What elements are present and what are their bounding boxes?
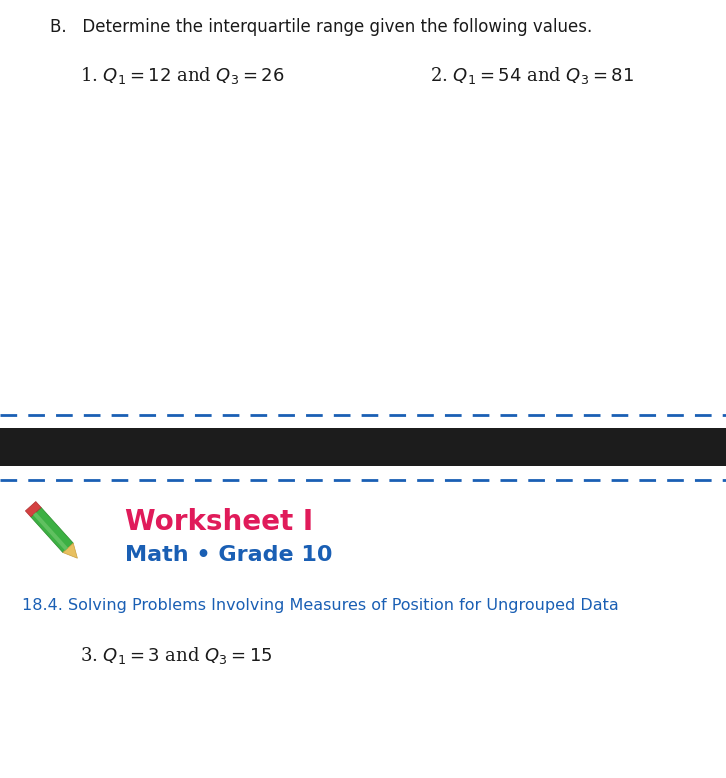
- Polygon shape: [33, 512, 68, 551]
- Text: Worksheet I: Worksheet I: [125, 508, 313, 536]
- Text: 2. $Q_1 = 54$ and $Q_3 = 81$: 2. $Q_1 = 54$ and $Q_3 = 81$: [430, 65, 634, 86]
- Bar: [0, 428, 726, 466]
- Polygon shape: [30, 507, 73, 552]
- Text: 18.4. Solving Problems Involving Measures of Position for Ungrouped Data: 18.4. Solving Problems Involving Measure…: [22, 598, 619, 613]
- Text: 3. $Q_1 = 3$ and $Q_3 = 15$: 3. $Q_1 = 3$ and $Q_3 = 15$: [80, 645, 272, 666]
- Text: B.   Determine the interquartile range given the following values.: B. Determine the interquartile range giv…: [50, 18, 592, 36]
- Polygon shape: [63, 543, 78, 559]
- Text: 1. $Q_1 = 12$ and $Q_3 = 26$: 1. $Q_1 = 12$ and $Q_3 = 26$: [80, 65, 285, 86]
- Text: Math • Grade 10: Math • Grade 10: [125, 545, 333, 565]
- Polygon shape: [25, 502, 41, 517]
